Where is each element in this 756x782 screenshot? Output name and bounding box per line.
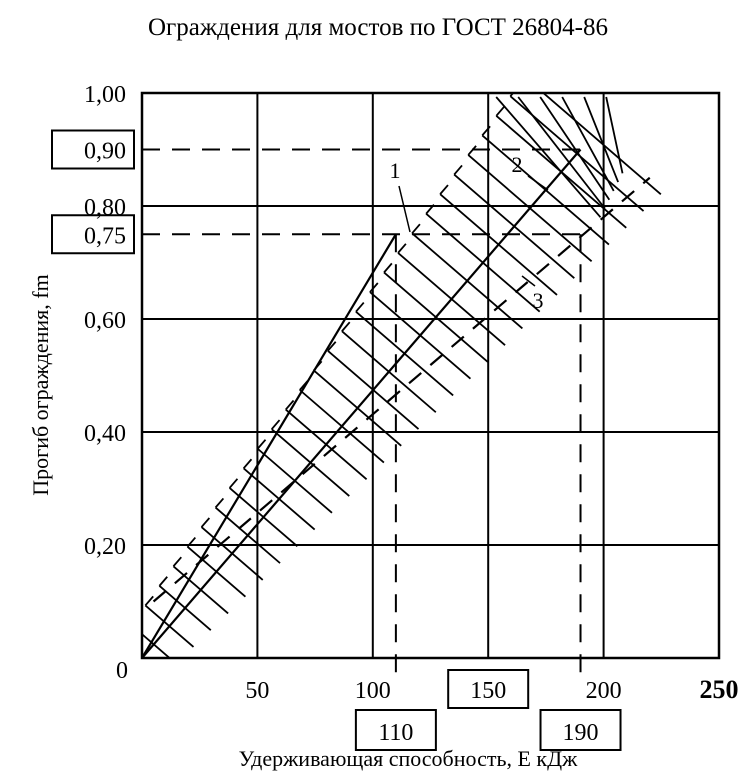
y-tick-label: 1,00 — [84, 82, 126, 108]
hatch-tick — [397, 243, 407, 254]
y-tick-label: 0,80 — [84, 195, 126, 221]
y-tick-box — [51, 129, 135, 170]
hatch-tick — [509, 93, 515, 97]
x-tick-label: 100 — [355, 678, 391, 704]
x-tick-box — [447, 669, 530, 709]
x-marker-box — [354, 709, 437, 751]
hatch-tick — [369, 282, 379, 293]
y-tick-label: 0,90 — [84, 139, 126, 165]
hatch-tick — [131, 616, 139, 625]
reference-lines — [142, 148, 582, 680]
series-line — [152, 176, 651, 603]
crosshatch-stroke — [583, 96, 619, 183]
y-tick-box — [51, 214, 135, 255]
hatch-tick — [495, 106, 505, 117]
hatch-tick — [200, 517, 211, 528]
chart-title: Ограждения для мостов по ГОСТ 26804-86 — [148, 14, 608, 41]
series-leader-line — [521, 275, 536, 287]
hatch-tick — [327, 341, 337, 352]
hatch-tick — [383, 262, 393, 274]
hatch-tick — [524, 68, 532, 77]
crosshatch-stroke — [517, 96, 606, 210]
series-line — [141, 148, 582, 659]
hatch-tick — [439, 184, 449, 195]
series-label: 1 — [390, 158, 401, 183]
crosshatch-stroke — [495, 96, 602, 218]
crosshatch-stroke — [605, 96, 624, 174]
hatch-tick — [172, 556, 182, 567]
y-tick-label: 0,75 — [84, 223, 126, 249]
x-tick-label: 250 — [700, 675, 739, 704]
tick-labels: 0 50 100 150 200 250 0,20 0,40 0,60 0,750,80 0,90 1… — [51, 82, 739, 751]
plot-frame — [140, 91, 721, 660]
series-line — [141, 233, 397, 659]
series-label: 3 — [533, 288, 544, 313]
y-tick-label: 0,40 — [84, 421, 126, 447]
series — [141, 148, 651, 659]
x-marker-label: 110 — [378, 720, 413, 746]
x-marker-box — [539, 709, 622, 751]
hatch-tick — [271, 419, 281, 430]
x-axis-label: Удерживающая способность, Е кДж — [239, 746, 578, 771]
hatch-tick — [341, 321, 351, 332]
hatch-stroke — [541, 93, 662, 195]
hatch-tick — [158, 576, 168, 587]
series-leader-line — [398, 185, 411, 233]
x-tick-label: 50 — [245, 678, 269, 704]
x-tick-label: 150 — [470, 678, 506, 704]
hatch-tick — [186, 537, 196, 548]
hatch-tick — [242, 458, 253, 469]
hatch-tick — [285, 399, 295, 411]
hatch-tick — [256, 439, 267, 450]
x-tick-label: 0 — [116, 658, 128, 684]
hatch-tick — [144, 595, 154, 607]
hatch-tick — [481, 125, 491, 136]
hatch-tick — [411, 223, 421, 234]
hatch-tick — [214, 497, 225, 509]
y-tick-label: 0,20 — [84, 534, 126, 560]
crosshatch-stroke — [539, 96, 611, 201]
y-tick-label: 0,60 — [84, 308, 126, 334]
y-axis-label: Прогиб ограждения, fm — [28, 274, 53, 495]
series-labels: 1 2 3 — [390, 152, 549, 313]
hatch-tick — [425, 204, 435, 215]
x-marker-label: 190 — [563, 720, 599, 746]
hatch-tick — [355, 301, 365, 313]
hatch-tick — [453, 164, 463, 176]
hatch-tick — [228, 478, 239, 489]
x-tick-label: 200 — [586, 678, 622, 704]
series-label: 2 — [512, 152, 523, 177]
series-leader-line — [527, 175, 549, 191]
crosshatch-stroke — [561, 96, 615, 192]
